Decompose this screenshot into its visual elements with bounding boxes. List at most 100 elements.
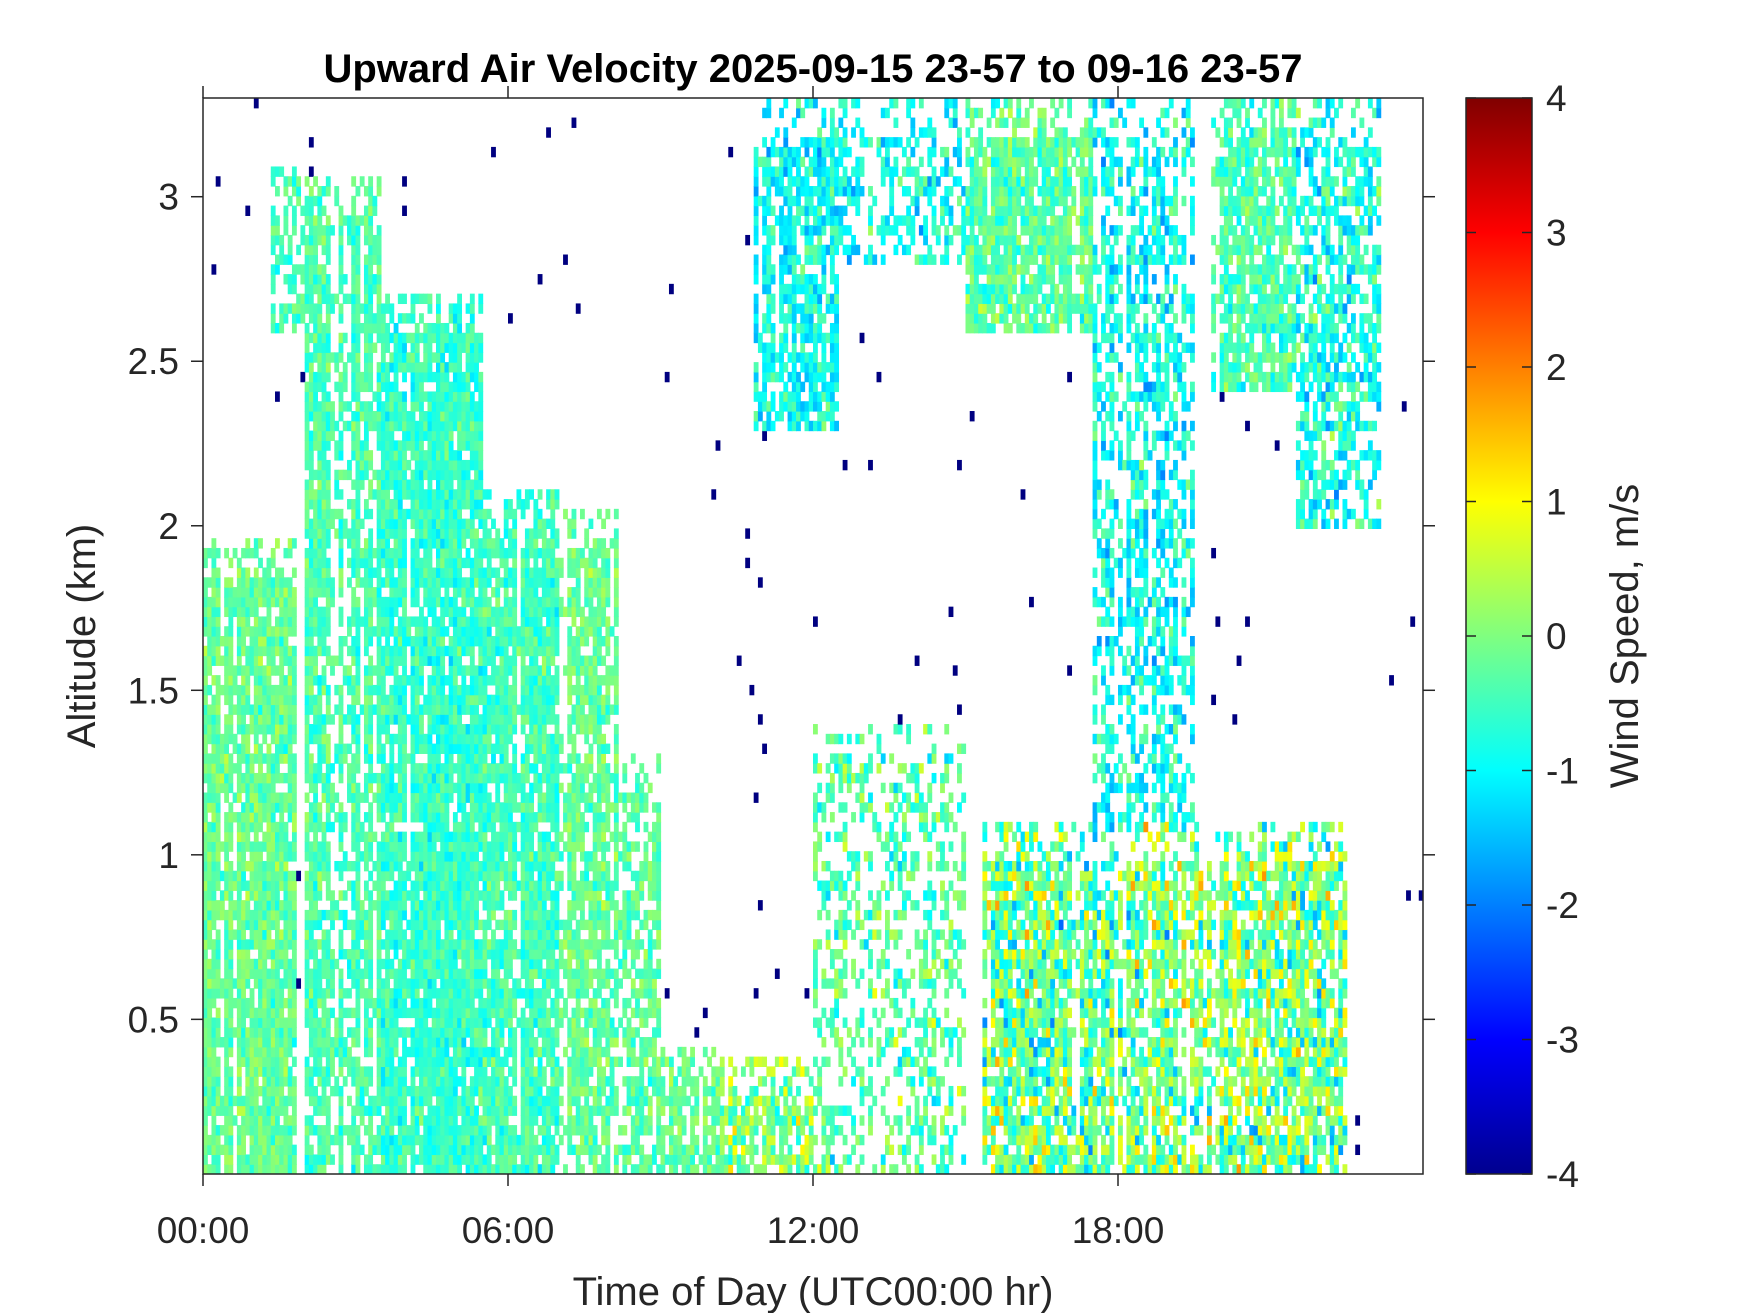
- heatmap-cell: [465, 821, 471, 833]
- heatmap-cell: [317, 743, 323, 754]
- heatmap-cell: [444, 841, 450, 852]
- heatmap-cell: [431, 1017, 437, 1028]
- heatmap-cell: [478, 293, 484, 305]
- heatmap-cell: [270, 557, 276, 569]
- heatmap-cell: [283, 1144, 289, 1156]
- heatmap-cell: [279, 792, 285, 803]
- heatmap-cell: [338, 1017, 344, 1028]
- heatmap-cell: [406, 332, 412, 344]
- heatmap-cell: [508, 851, 513, 862]
- heatmap-cell: [516, 978, 522, 989]
- heatmap-cell: [304, 714, 310, 725]
- heatmap-cell: [491, 763, 496, 774]
- heatmap-cell: [508, 1037, 513, 1048]
- heatmap-cell: [380, 792, 386, 803]
- heatmap-cell: [270, 909, 276, 921]
- heatmap-cell: [419, 1134, 424, 1146]
- heatmap-cell: [275, 1095, 280, 1107]
- heatmap-cell: [380, 909, 386, 921]
- heatmap-cell: [330, 401, 335, 412]
- heatmap-cell: [270, 880, 276, 891]
- heatmap-cell: [385, 978, 390, 989]
- heatmap-cell: [499, 890, 505, 901]
- heatmap-cell: [211, 1095, 217, 1107]
- heatmap-cell: [397, 1007, 403, 1019]
- heatmap-cell: [355, 215, 361, 226]
- heatmap-cell: [368, 909, 374, 921]
- heatmap-cell: [423, 616, 429, 627]
- heatmap-cell: [389, 802, 395, 813]
- heatmap-cell: [486, 1115, 492, 1126]
- heatmap-cell: [363, 381, 369, 393]
- heatmap-cell: [410, 430, 416, 441]
- heatmap-cell: [203, 665, 208, 676]
- heatmap-cell: [397, 958, 403, 970]
- heatmap-cell: [444, 469, 450, 481]
- heatmap-cell: [321, 968, 327, 979]
- heatmap-cell: [203, 1144, 208, 1156]
- heatmap-cell: [431, 577, 437, 588]
- heatmap-cell: [474, 528, 479, 539]
- heatmap-cell: [469, 420, 475, 432]
- heatmap-cell: [474, 1017, 479, 1028]
- heatmap-cell: [478, 342, 484, 353]
- heatmap-cell: [325, 176, 331, 187]
- heatmap-cell: [215, 958, 221, 970]
- heatmap-cell: [491, 939, 496, 950]
- heatmap-cell: [385, 479, 390, 490]
- heatmap-cell: [520, 900, 526, 911]
- heatmap-cell: [385, 636, 390, 647]
- heatmap-cell: [363, 459, 369, 471]
- heatmap-cell: [283, 890, 289, 901]
- heatmap-cell: [440, 1066, 446, 1077]
- heatmap-cell: [508, 547, 513, 559]
- heatmap-cell: [427, 900, 433, 911]
- heatmap-cell: [283, 1046, 289, 1058]
- heatmap-cell: [249, 1017, 255, 1028]
- heatmap-cell: [448, 880, 454, 891]
- heatmap-cell: [219, 772, 225, 784]
- heatmap-cell: [258, 724, 263, 735]
- heatmap-cell: [499, 547, 505, 559]
- heatmap-cell: [474, 411, 479, 422]
- heatmap-cell: [402, 391, 407, 402]
- heatmap-cell: [520, 1017, 526, 1028]
- heatmap-cell: [287, 1095, 293, 1107]
- heatmap-cell: [452, 1105, 458, 1116]
- heatmap-cell: [397, 831, 403, 843]
- heatmap-cell: [211, 890, 217, 901]
- heatmap-cell: [495, 1115, 501, 1126]
- heatmap-cell: [262, 714, 268, 725]
- heatmap-cell: [414, 978, 420, 989]
- heatmap-cell: [317, 763, 323, 774]
- heatmap-cell: [325, 684, 331, 696]
- heatmap-cell: [224, 587, 230, 598]
- heatmap-cell: [380, 538, 386, 549]
- heatmap-cell: [338, 997, 344, 1009]
- heatmap-cell: [427, 733, 433, 745]
- heatmap-cell: [275, 851, 280, 862]
- heatmap-cell: [427, 860, 433, 872]
- heatmap-cell: [389, 684, 395, 696]
- heatmap-cell: [414, 391, 420, 402]
- heatmap-cell: [393, 332, 399, 344]
- heatmap-cell: [258, 1164, 263, 1174]
- heatmap-cell: [499, 684, 505, 696]
- heatmap-cell: [452, 420, 458, 432]
- heatmap-cell: [469, 958, 475, 970]
- heatmap-cell: [304, 479, 310, 490]
- heatmap-cell: [431, 684, 437, 696]
- heatmap-cell: [410, 587, 416, 598]
- heatmap-cell: [321, 411, 327, 422]
- heatmap-cell: [253, 547, 259, 559]
- heatmap-cell: [474, 362, 479, 373]
- heatmap-cell: [499, 1115, 505, 1126]
- heatmap-cell: [448, 1037, 454, 1048]
- heatmap-cell: [203, 939, 208, 950]
- heatmap-cell: [224, 733, 230, 745]
- heatmap-cell: [419, 939, 424, 950]
- heatmap-cell: [435, 919, 441, 931]
- heatmap-cell: [228, 1115, 234, 1126]
- heatmap-cell: [448, 440, 454, 451]
- heatmap-cell: [338, 694, 344, 706]
